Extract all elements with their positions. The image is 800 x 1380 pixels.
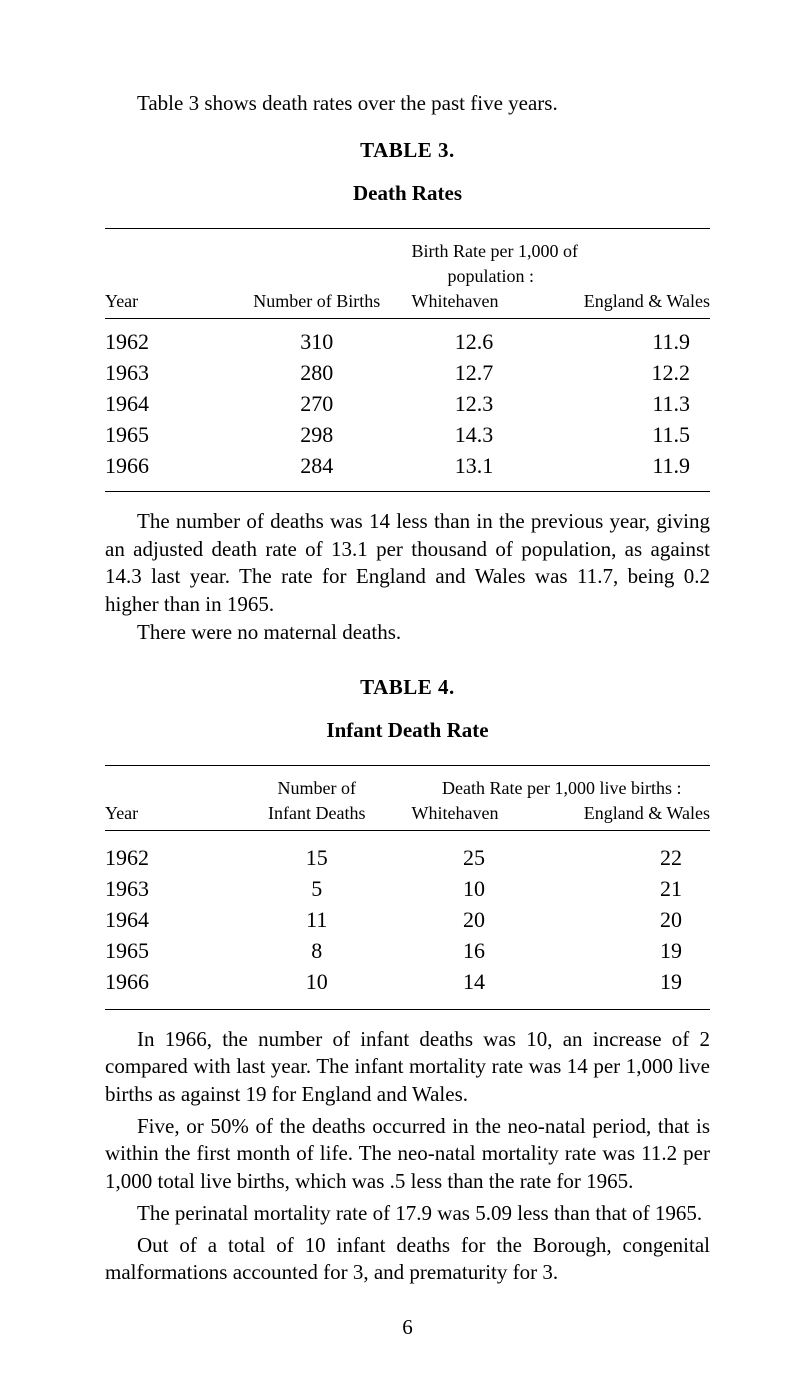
table4-header-nid-top: Number of (226, 765, 408, 801)
table4: Number of Death Rate per 1,000 live birt… (105, 765, 710, 1010)
table-row: 1964 11 20 20 (105, 903, 710, 934)
table-row: 1966 284 13.1 11.9 (105, 449, 710, 492)
table4-header-englandwales: England & Wales (541, 801, 710, 831)
table4-header-year: Year (105, 801, 226, 831)
paragraph-4: Five, or 50% of the deaths occurred in t… (105, 1113, 710, 1196)
table-row: 1965 8 16 19 (105, 934, 710, 965)
table3-header-numbirths: Number of Births (226, 289, 408, 319)
table-row: 1963 5 10 21 (105, 872, 710, 903)
paragraph-2: There were no maternal deaths. (105, 619, 710, 647)
table-row: 1963 280 12.7 12.2 (105, 356, 710, 387)
intro-text: Table 3 shows death rates over the past … (105, 91, 710, 116)
table4-header-span-top: Death Rate per 1,000 live births : (408, 765, 711, 801)
table-row: 1964 270 12.3 11.3 (105, 387, 710, 418)
table4-label: TABLE 4. (105, 675, 710, 700)
table-row: 1962 310 12.6 11.9 (105, 319, 710, 357)
table3-header-englandwales: England & Wales (541, 289, 710, 319)
table-row: 1965 298 14.3 11.5 (105, 418, 710, 449)
paragraph-5: The perinatal mortality rate of 17.9 was… (105, 1200, 710, 1228)
table4-title: Infant Death Rate (105, 718, 710, 743)
page-number: 6 (105, 1315, 710, 1340)
table-row: 1962 15 25 22 (105, 830, 710, 872)
table4-header-nid-bot: Infant Deaths (226, 801, 408, 831)
table3-header-span-top: Birth Rate per 1,000 of (408, 229, 711, 265)
paragraph-6: Out of a total of 10 infant deaths for t… (105, 1232, 710, 1287)
table3-header-whitehaven: Whitehaven (408, 289, 541, 319)
table3: Birth Rate per 1,000 of population : Yea… (105, 228, 710, 492)
table3-header-span-mid: population : (408, 264, 711, 289)
document-page: Table 3 shows death rates over the past … (0, 0, 800, 1380)
paragraph-1: The number of deaths was 14 less than in… (105, 508, 710, 619)
table4-header-whitehaven: Whitehaven (408, 801, 541, 831)
table3-label: TABLE 3. (105, 138, 710, 163)
paragraph-3: In 1966, the number of infant deaths was… (105, 1026, 710, 1109)
table-row: 1966 10 14 19 (105, 965, 710, 1010)
table3-header-year: Year (105, 289, 226, 319)
table3-title: Death Rates (105, 181, 710, 206)
